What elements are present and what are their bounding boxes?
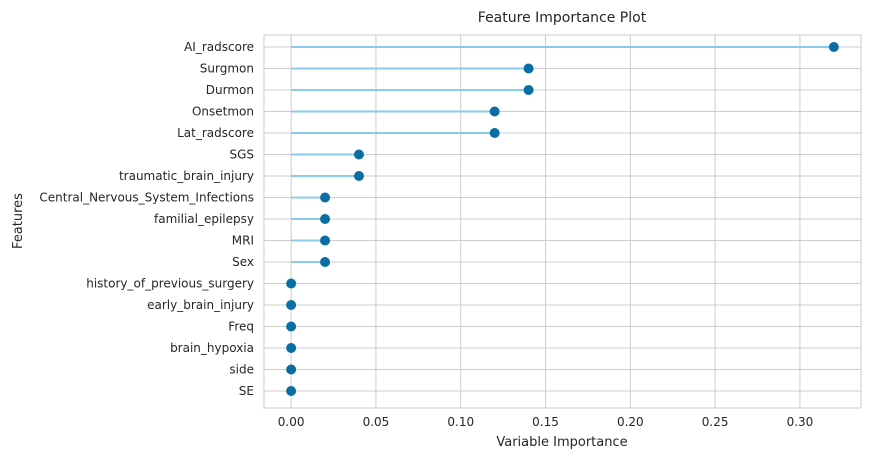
y-tick-label: Lat_radscore — [177, 126, 254, 140]
marker-side — [286, 364, 297, 375]
chart-title: Feature Importance Plot — [478, 10, 647, 26]
y-tick-label: early_brain_injury — [147, 298, 254, 312]
marker-Central_Nervous_System_Infections — [320, 192, 331, 203]
x-tick-labels: 0.00 0.05 0.10 0.15 0.20 0.25 0.30 — [278, 415, 814, 429]
x-axis-label: Variable Importance — [496, 435, 627, 450]
x-tick-label: 0.25 — [702, 415, 729, 429]
marker-SE — [286, 386, 297, 396]
marker-Sex — [320, 257, 331, 267]
marker-traumatic_brain_injury — [353, 171, 364, 181]
stems — [291, 46, 834, 263]
markers — [286, 42, 839, 396]
y-tick-label: SGS — [229, 148, 254, 162]
plot-frame — [263, 34, 862, 409]
marker-history_of_previous_surgery — [286, 278, 297, 289]
y-tick-label: Onsetmon — [192, 105, 254, 119]
y-tick-label: MRI — [232, 234, 254, 248]
y-tick-label: familial_epilepsy — [154, 212, 254, 226]
y-tick-label: side — [229, 363, 254, 377]
y-tick-labels: AI_radscore Surgmon Durmon Onsetmon Lat_rads… — [39, 40, 254, 398]
y-tick-label: Surgmon — [200, 62, 254, 76]
marker-Lat_radscore — [489, 128, 500, 138]
y-tick-label: Freq — [228, 320, 254, 334]
marker-SGS — [353, 149, 364, 160]
x-tick-label: 0.15 — [532, 415, 559, 429]
y-tick-label: Sex — [232, 255, 254, 269]
marker-Freq — [286, 321, 297, 332]
x-tick-label: 0.20 — [617, 415, 644, 429]
marker-Durmon — [523, 85, 534, 95]
marker-familial_epilepsy — [320, 214, 331, 224]
y-tick-label: Central_Nervous_System_Infections — [39, 191, 254, 205]
y-tick-label: history_of_previous_surgery — [86, 277, 254, 291]
marker-AI_radscore — [828, 42, 839, 52]
y-tick-label: brain_hypoxia — [170, 341, 254, 355]
x-tick-label: 0.00 — [278, 415, 305, 429]
marker-Surgmon — [523, 63, 534, 74]
marker-Onsetmon — [489, 106, 500, 117]
y-tick-label: SE — [239, 384, 254, 398]
x-tick-label: 0.05 — [363, 415, 390, 429]
y-tick-label: AI_radscore — [184, 40, 254, 54]
x-tick-label: 0.10 — [447, 415, 474, 429]
marker-MRI — [320, 235, 331, 246]
y-tick-label: traumatic_brain_injury — [119, 169, 254, 183]
y-axis-label: Features — [11, 193, 26, 249]
y-tick-label: Durmon — [206, 83, 254, 97]
x-tick-label: 0.30 — [787, 415, 814, 429]
marker-early_brain_injury — [286, 300, 297, 310]
marker-brain_hypoxia — [286, 343, 297, 353]
